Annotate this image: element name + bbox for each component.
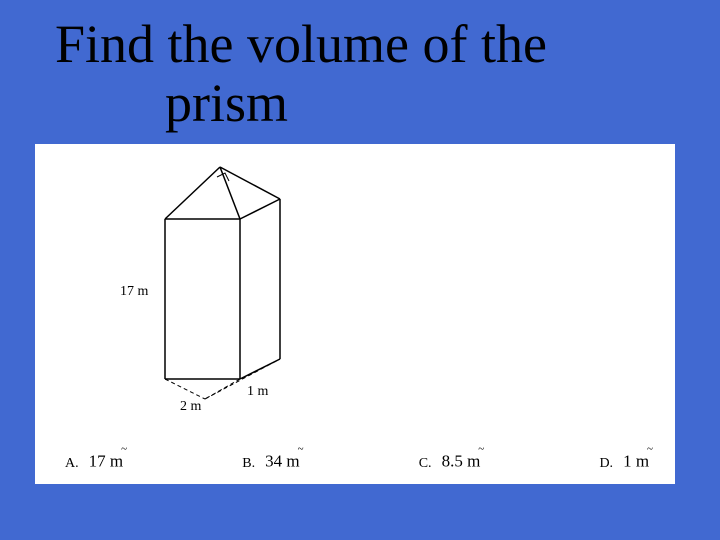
option-c[interactable]: C. 8.5 m~: [419, 451, 487, 472]
base-label: 2 m: [180, 399, 201, 415]
height-label: 17 m: [120, 284, 148, 300]
slide-title: Find the volume of the prism: [30, 15, 690, 134]
option-value: 1 m~: [623, 451, 655, 472]
content-panel: 17 m 2 m 1 m A. 17 m~ B. 34 m~ C. 8.5 m~…: [35, 144, 675, 484]
answer-options: A. 17 m~ B. 34 m~ C. 8.5 m~ D. 1 m~: [65, 451, 655, 472]
option-letter: B.: [242, 456, 255, 472]
option-d[interactable]: D. 1 m~: [599, 451, 655, 472]
option-value: 8.5 m~: [442, 451, 487, 472]
title-line-1: Find the volume of the: [55, 15, 690, 74]
option-value: 34 m~: [265, 451, 305, 472]
option-letter: C.: [419, 456, 432, 472]
option-b[interactable]: B. 34 m~: [242, 451, 305, 472]
option-value: 17 m~: [89, 451, 129, 472]
option-letter: D.: [599, 456, 613, 472]
title-line-2: prism: [55, 74, 690, 133]
option-letter: A.: [65, 456, 79, 472]
option-a[interactable]: A. 17 m~: [65, 451, 129, 472]
depth-label: 1 m: [247, 384, 268, 400]
prism-diagram: 17 m 2 m 1 m: [95, 149, 335, 429]
